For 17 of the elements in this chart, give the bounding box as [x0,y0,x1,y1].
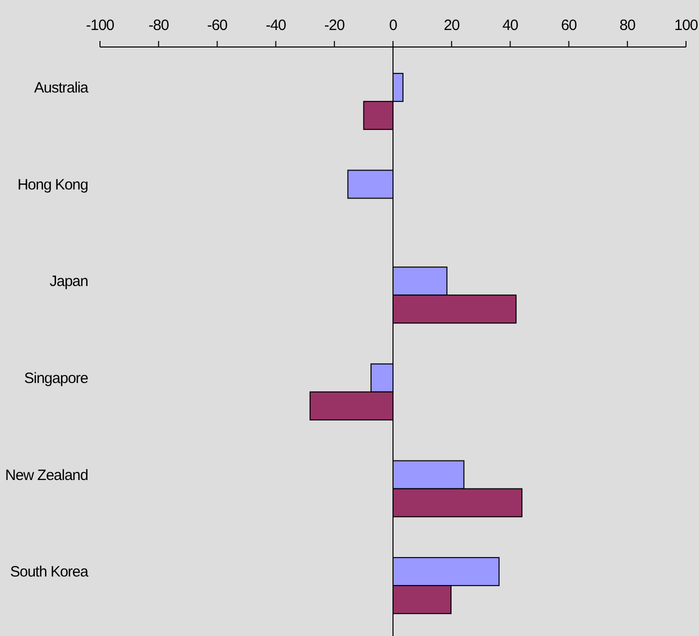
x-tick-label: 100 [674,17,698,34]
y-tick-label: New Zealand [5,466,88,484]
x-tick-label: -40 [266,17,286,34]
y-tick-label: Hong Kong [17,176,88,194]
y-tick-label: Japan [50,273,88,290]
x-tick-label: 20 [444,17,460,34]
x-tick-label: -20 [324,17,345,34]
x-tick-label: -60 [207,17,228,34]
y-tick-label: Singapore [24,370,88,387]
x-tick-label: 0 [389,17,398,34]
y-tick-label: South Korea [10,564,90,581]
x-tick-label: -80 [148,17,169,34]
x-tick-label: 60 [560,17,577,34]
x-tick-label: 40 [502,17,518,34]
y-tick-label: Australia [34,79,90,96]
x-tick-label: -100 [86,17,114,34]
x-tick-label: 80 [620,17,636,34]
